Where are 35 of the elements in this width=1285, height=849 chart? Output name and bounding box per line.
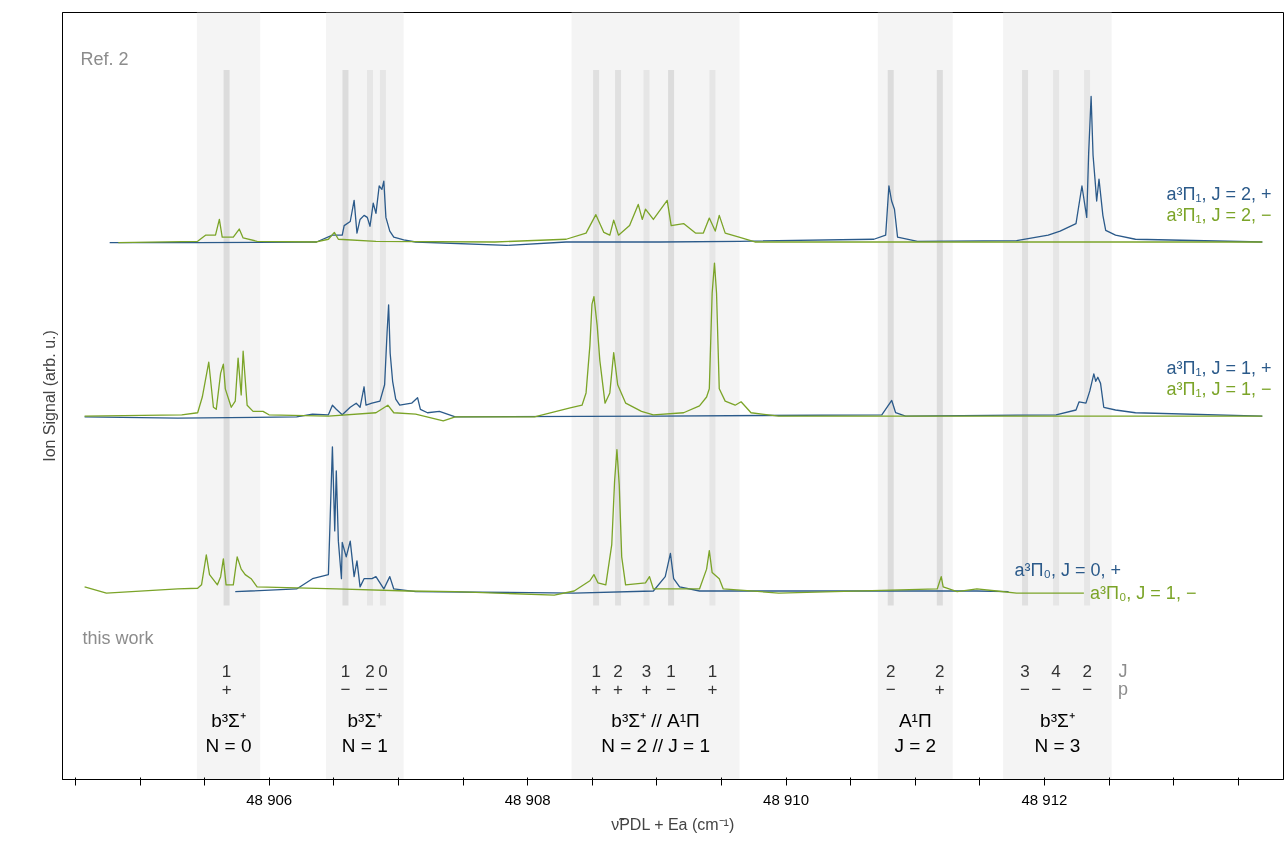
x-tick-label: 48 906: [246, 790, 293, 808]
series-label: a³Π₁, J = 1, +: [1166, 358, 1272, 379]
annotation: 1 −: [666, 661, 677, 699]
series-label: a³Π₁, J = 2, −: [1166, 204, 1272, 225]
y-axis-title: Ion Signal (arb. u.): [40, 330, 58, 462]
text: Ref. 2: [80, 48, 129, 69]
annotation: 0 −: [377, 661, 388, 699]
annotation: 1 +: [707, 661, 718, 699]
annotation: 2 −: [365, 661, 376, 699]
x-axis-title: ν̃PDL + Ea (cm⁻¹): [611, 815, 735, 833]
annotation: J: [1118, 660, 1128, 681]
x-tick-label: 48 910: [763, 790, 810, 808]
annotation: 2 +: [613, 661, 624, 699]
annotation: 1 +: [221, 661, 232, 699]
series-label: a³Π₁, J = 1, −: [1166, 379, 1272, 400]
x-tick-label: 48 912: [1021, 790, 1068, 808]
band-label: b³Σ⁺ // A¹Π N = 2 // J = 1: [601, 709, 710, 757]
annotation: 2 −: [1082, 661, 1093, 699]
annotation: p: [1118, 678, 1129, 699]
band-label: b³Σ⁺ N = 1: [341, 709, 388, 757]
annotation: 3 +: [641, 661, 652, 699]
annotation: 3 −: [1020, 661, 1031, 699]
band-label: b³Σ⁺ N = 0: [205, 709, 252, 757]
annotation: 1 +: [591, 661, 602, 699]
annotation: 4 −: [1051, 661, 1062, 699]
series-label: a³Π₀, J = 0, +: [1014, 559, 1122, 580]
annotation: 2 +: [934, 661, 945, 699]
annotation: 2 −: [885, 661, 896, 699]
x-tick-label: 48 908: [504, 790, 551, 808]
series-label: a³Π₁, J = 2, +: [1166, 183, 1272, 204]
band-label: A¹Π J = 2: [894, 709, 937, 757]
series-label: a³Π₀, J = 1, −: [1089, 583, 1197, 604]
annotation: 1 −: [340, 661, 351, 699]
annotation: this work: [82, 628, 155, 649]
band-label: b³Σ⁺ N = 3: [1034, 709, 1081, 757]
